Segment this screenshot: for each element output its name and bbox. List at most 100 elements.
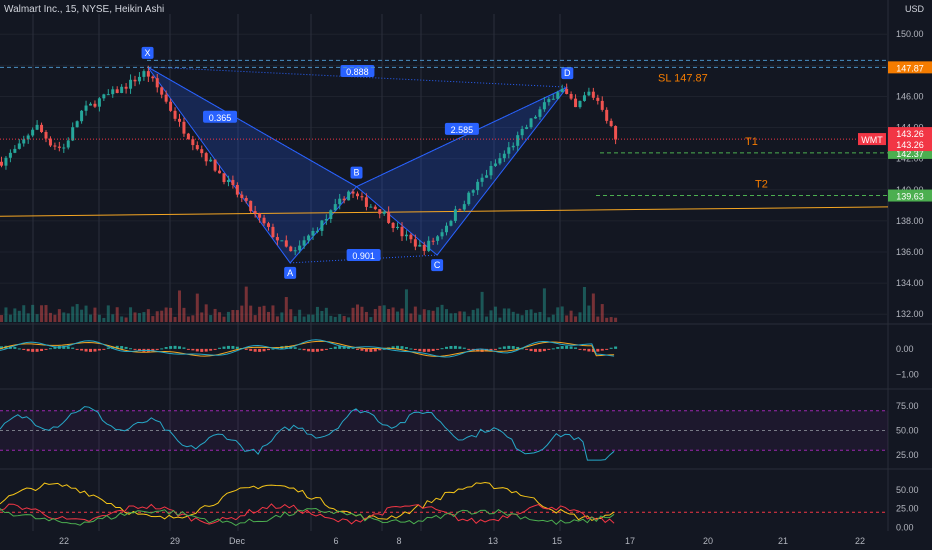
candle-body [391, 222, 395, 229]
macd-histogram-bar [591, 348, 595, 352]
candle-body [351, 191, 355, 194]
volume-bar [111, 314, 115, 322]
trendline[interactable] [0, 206, 889, 217]
macd-histogram-bar [516, 346, 520, 349]
x-tick-label: 6 [333, 536, 338, 546]
macd-histogram-bar [462, 347, 466, 349]
macd-histogram-bar [213, 348, 217, 350]
harmonic-point-badge-b [350, 166, 363, 179]
candle-body [476, 181, 480, 191]
candle-body [102, 94, 106, 99]
level-price-badge-text: 142.37 [896, 149, 924, 159]
candle-body [427, 240, 431, 251]
macd-histogram-bar [378, 348, 382, 351]
macd-histogram-bar [218, 347, 222, 349]
candle-body [596, 97, 600, 101]
macd-histogram-bar [342, 345, 346, 349]
volume-bar [178, 290, 181, 322]
candle-body [280, 240, 284, 242]
candle-body [26, 135, 30, 140]
volume-bar [4, 307, 8, 322]
macd-histogram-bar [48, 348, 52, 350]
candle-body [373, 206, 377, 210]
macd-histogram-bar [293, 347, 297, 349]
candle-body [302, 240, 306, 246]
volume-bar [502, 308, 506, 322]
candle-body [120, 86, 124, 93]
candle-body [267, 223, 270, 227]
volume-bar [226, 311, 230, 322]
macd-histogram-bar [453, 345, 457, 349]
x-tick-label: Dec [229, 536, 246, 546]
macd-histogram-bar [445, 346, 448, 349]
macd-tick-label: 0.00 [896, 344, 914, 354]
macd-histogram-bar [129, 348, 133, 350]
currency-label: USD [904, 4, 924, 14]
candle-body [511, 145, 515, 148]
volume-bar [507, 308, 511, 322]
x-tick-label: 29 [170, 536, 180, 546]
volume-bar [529, 309, 533, 322]
candle-body [80, 110, 84, 122]
candle-body [178, 118, 181, 122]
macd-histogram-bar [431, 348, 435, 351]
harmonic-point-badge-c [431, 259, 444, 272]
harmonic-point-label: B [353, 168, 359, 178]
candle-body [409, 234, 413, 240]
candle-body [445, 225, 448, 233]
volume-bar [26, 313, 30, 322]
volume-bar [391, 307, 395, 322]
macd-histogram-bar [178, 346, 181, 349]
macd-histogram-bar [324, 348, 328, 350]
candle-body [342, 198, 346, 201]
level-price-badge [888, 61, 932, 74]
candle-body [293, 250, 297, 252]
volume-bar [298, 309, 302, 322]
macd-line [0, 339, 615, 358]
macd-histogram-bar [489, 348, 493, 351]
macd-histogram-bar [311, 348, 315, 352]
volume-bar [169, 307, 173, 322]
candle-body [333, 204, 337, 211]
candle-body [556, 92, 560, 99]
volume-bar [146, 309, 150, 322]
candle-body [453, 209, 457, 221]
candle-body [480, 177, 484, 182]
candle-body [307, 235, 311, 241]
macd-histogram-bar [609, 347, 613, 349]
volume-bar [427, 310, 431, 322]
volume-bar [449, 313, 453, 322]
volume-bar [253, 315, 257, 322]
volume-bar [351, 307, 355, 322]
candle-body [151, 76, 155, 79]
candle-body [560, 88, 564, 93]
macd-histogram-bar [467, 348, 471, 350]
volume-bar [453, 313, 457, 322]
candle-body [489, 165, 493, 176]
macd-histogram-bar [226, 345, 230, 349]
candle-body [378, 209, 382, 214]
candle-body [538, 109, 542, 117]
volume-bar [267, 311, 270, 322]
macd-histogram-bar [124, 346, 128, 349]
macd-histogram-bar [93, 348, 97, 352]
candle-body [440, 232, 444, 237]
level-price-badge [888, 189, 932, 202]
macd-histogram-bar [404, 347, 408, 349]
candle-body [614, 126, 618, 140]
volume-bar [240, 305, 244, 322]
macd-histogram-bar [151, 348, 155, 352]
volume-bar [204, 304, 208, 322]
candle-body [462, 204, 466, 210]
candle-body [173, 110, 177, 119]
volume-bar [275, 316, 279, 322]
volume-bar [48, 312, 52, 322]
candle-body [48, 138, 52, 146]
volume-bar [84, 305, 88, 322]
macd-histogram-bar [89, 348, 92, 352]
macd-histogram-bar [209, 348, 213, 351]
volume-bar [498, 317, 502, 322]
macd-histogram-bar [222, 346, 226, 349]
rsi-tick-label: 50.00 [896, 425, 919, 435]
